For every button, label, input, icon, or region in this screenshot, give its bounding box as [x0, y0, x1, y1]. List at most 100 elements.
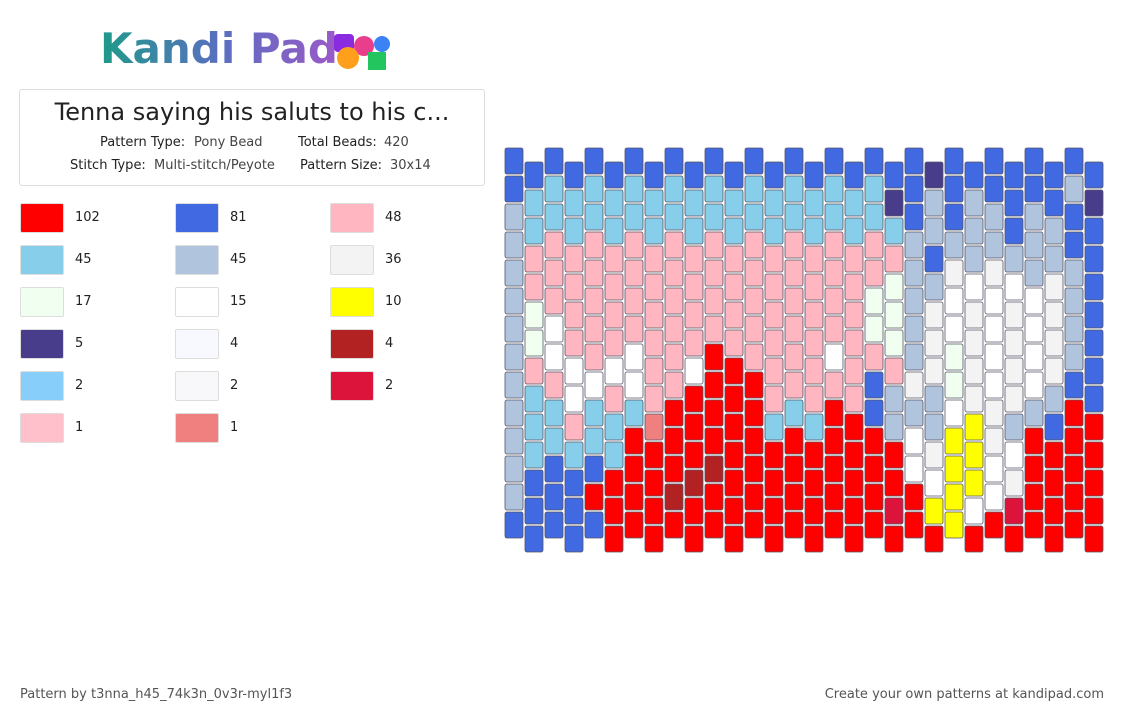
bead: [664, 287, 684, 315]
bead: [844, 469, 864, 497]
bead: [924, 273, 944, 301]
bead: [964, 329, 984, 357]
bead: [924, 217, 944, 245]
bead: [864, 511, 884, 539]
bead-count: 15: [230, 294, 247, 309]
bead: [864, 455, 884, 483]
bead: [504, 427, 524, 455]
logo-icon: [334, 34, 390, 70]
bead: [504, 175, 524, 203]
bead: [1004, 497, 1024, 525]
bead: [704, 427, 724, 455]
bead-pattern: [504, 147, 1104, 553]
bead-count: 4: [385, 336, 394, 351]
bead: [924, 497, 944, 525]
bead: [644, 273, 664, 301]
bead: [944, 455, 964, 483]
bead: [724, 497, 744, 525]
bead: [924, 161, 944, 189]
bead: [684, 329, 704, 357]
bead: [524, 497, 544, 525]
bead: [564, 329, 584, 357]
bead: [884, 413, 904, 441]
bead: [904, 287, 924, 315]
bead: [1024, 511, 1044, 539]
bead: [804, 497, 824, 525]
bead: [744, 287, 764, 315]
bead: [644, 497, 664, 525]
bead: [1084, 413, 1104, 441]
bead: [824, 259, 844, 287]
bead: [964, 161, 984, 189]
bead: [744, 231, 764, 259]
bead: [1044, 189, 1064, 217]
logo[interactable]: Kandi Pad: [100, 24, 338, 73]
bead: [764, 497, 784, 525]
bead: [1004, 189, 1024, 217]
bead: [904, 399, 924, 427]
bead: [604, 385, 624, 413]
bead: [884, 161, 904, 189]
bead: [924, 329, 944, 357]
bead: [864, 315, 884, 343]
bead: [624, 455, 644, 483]
bead: [504, 315, 524, 343]
bead: [544, 259, 564, 287]
bead: [524, 245, 544, 273]
color-swatch: [20, 329, 64, 359]
bead: [544, 399, 564, 427]
bead: [524, 357, 544, 385]
bead: [924, 413, 944, 441]
bead: [744, 399, 764, 427]
color-swatch: [20, 287, 64, 317]
bead: [684, 413, 704, 441]
author: Pattern by t3nna_h45_74k3n_0v3r-myl1f3: [20, 687, 293, 702]
bead: [804, 441, 824, 469]
bead: [564, 189, 584, 217]
bead: [584, 315, 604, 343]
bead: [844, 161, 864, 189]
bead: [904, 147, 924, 175]
bead: [1084, 385, 1104, 413]
site-link[interactable]: Create your own patterns at kandipad.com: [824, 687, 1104, 702]
bead: [504, 147, 524, 175]
bead-count: 5: [75, 336, 84, 351]
bead: [904, 511, 924, 539]
bead: [624, 483, 644, 511]
bead: [824, 315, 844, 343]
bead: [704, 203, 724, 231]
bead: [564, 273, 584, 301]
bead: [1024, 287, 1044, 315]
bead: [844, 301, 864, 329]
bead: [764, 161, 784, 189]
bead: [564, 357, 584, 385]
bead: [844, 245, 864, 273]
bead: [1084, 301, 1104, 329]
bead: [524, 525, 544, 553]
bead: [544, 175, 564, 203]
bead: [544, 315, 564, 343]
bead: [864, 399, 884, 427]
bead: [644, 329, 664, 357]
field-label: Pattern Size:: [300, 158, 382, 173]
bead: [584, 343, 604, 371]
bead: [844, 217, 864, 245]
bead: [824, 511, 844, 539]
bead: [1044, 245, 1064, 273]
bead-count: 2: [230, 378, 239, 393]
bead: [924, 357, 944, 385]
bead: [624, 343, 644, 371]
bead: [944, 231, 964, 259]
bead: [1004, 273, 1024, 301]
bead: [724, 469, 744, 497]
bead: [884, 441, 904, 469]
bead: [984, 371, 1004, 399]
bead: [664, 259, 684, 287]
bead: [1044, 161, 1064, 189]
bead: [1044, 469, 1064, 497]
bead: [784, 175, 804, 203]
bead: [544, 427, 564, 455]
bead: [804, 469, 824, 497]
bead: [1024, 427, 1044, 455]
bead: [564, 413, 584, 441]
